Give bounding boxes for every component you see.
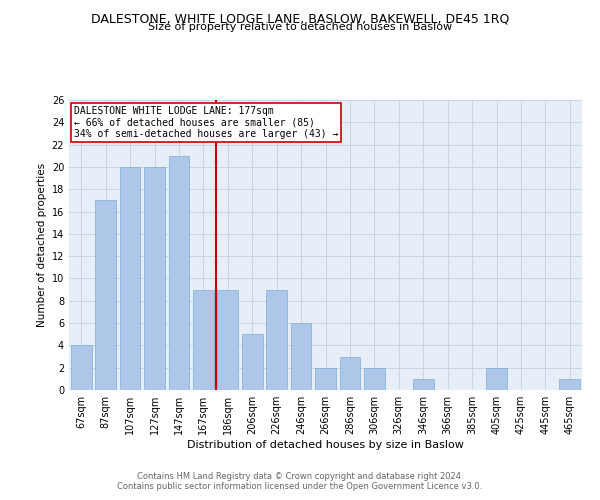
Bar — [71, 346, 92, 390]
Bar — [290, 323, 311, 390]
Bar — [340, 356, 361, 390]
Bar — [364, 368, 385, 390]
Bar — [169, 156, 190, 390]
Bar — [486, 368, 507, 390]
Y-axis label: Number of detached properties: Number of detached properties — [37, 163, 47, 327]
Bar — [413, 379, 434, 390]
Text: DALESTONE, WHITE LODGE LANE, BASLOW, BAKEWELL, DE45 1RQ: DALESTONE, WHITE LODGE LANE, BASLOW, BAK… — [91, 12, 509, 26]
Bar — [242, 334, 263, 390]
Bar — [315, 368, 336, 390]
Text: DALESTONE WHITE LODGE LANE: 177sqm
← 66% of detached houses are smaller (85)
34%: DALESTONE WHITE LODGE LANE: 177sqm ← 66%… — [74, 106, 338, 139]
Bar — [193, 290, 214, 390]
Bar — [559, 379, 580, 390]
Text: Contains HM Land Registry data © Crown copyright and database right 2024.: Contains HM Land Registry data © Crown c… — [137, 472, 463, 481]
Text: Contains public sector information licensed under the Open Government Licence v3: Contains public sector information licen… — [118, 482, 482, 491]
Bar — [144, 167, 165, 390]
Text: Size of property relative to detached houses in Baslow: Size of property relative to detached ho… — [148, 22, 452, 32]
X-axis label: Distribution of detached houses by size in Baslow: Distribution of detached houses by size … — [187, 440, 464, 450]
Bar — [119, 167, 140, 390]
Bar — [217, 290, 238, 390]
Bar — [95, 200, 116, 390]
Bar — [266, 290, 287, 390]
